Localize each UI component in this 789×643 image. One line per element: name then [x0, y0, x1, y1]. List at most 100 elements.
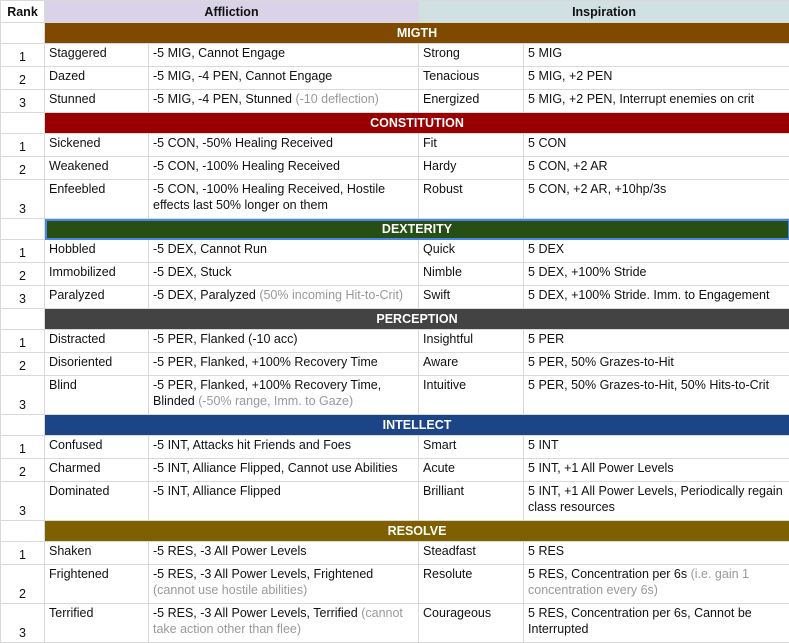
rank-cell[interactable]: 3: [1, 604, 45, 643]
affliction-effect-cell[interactable]: -5 DEX, Stuck: [149, 263, 419, 286]
affliction-name-cell[interactable]: Disoriented: [45, 353, 149, 376]
inspiration-name-cell[interactable]: Fit: [419, 134, 524, 157]
affliction-effect-cell[interactable]: -5 MIG, Cannot Engage: [149, 44, 419, 67]
inspiration-name-cell[interactable]: Nimble: [419, 263, 524, 286]
rank-cell[interactable]: 2: [1, 565, 45, 604]
affliction-name-cell[interactable]: Hobbled: [45, 240, 149, 263]
inspiration-effect-cell[interactable]: 5 PER, 50% Grazes-to-Hit: [524, 353, 789, 376]
inspiration-name-cell[interactable]: Strong: [419, 44, 524, 67]
section-rank-cell[interactable]: [1, 219, 45, 240]
rank-cell[interactable]: 1: [1, 436, 45, 459]
inspiration-header[interactable]: Inspiration: [419, 1, 789, 23]
affliction-name-cell[interactable]: Blind: [45, 376, 149, 415]
inspiration-effect-cell[interactable]: 5 INT: [524, 436, 789, 459]
section-title[interactable]: PERCEPTION: [45, 309, 789, 330]
inspiration-name-cell[interactable]: Smart: [419, 436, 524, 459]
affliction-effect-cell[interactable]: -5 RES, -3 All Power Levels, Terrified (…: [149, 604, 419, 643]
rank-cell[interactable]: 3: [1, 482, 45, 521]
rank-cell[interactable]: 2: [1, 263, 45, 286]
affliction-name-cell[interactable]: Shaken: [45, 542, 149, 565]
affliction-name-cell[interactable]: Paralyzed: [45, 286, 149, 309]
section-title[interactable]: CONSTITUTION: [45, 113, 789, 134]
inspiration-effect-cell[interactable]: 5 DEX, +100% Stride. Imm. to Engagement: [524, 286, 789, 309]
inspiration-name-cell[interactable]: Insightful: [419, 330, 524, 353]
inspiration-effect-cell[interactable]: 5 CON, +2 AR: [524, 157, 789, 180]
inspiration-effect-cell[interactable]: 5 INT, +1 All Power Levels: [524, 459, 789, 482]
rank-cell[interactable]: 2: [1, 459, 45, 482]
rank-cell[interactable]: 2: [1, 67, 45, 90]
affliction-effect-cell[interactable]: -5 MIG, -4 PEN, Cannot Engage: [149, 67, 419, 90]
inspiration-name-cell[interactable]: Energized: [419, 90, 524, 113]
affliction-name-cell[interactable]: Dazed: [45, 67, 149, 90]
affliction-effect-cell[interactable]: -5 PER, Flanked, +100% Recovery Time, Bl…: [149, 376, 419, 415]
inspiration-effect-cell[interactable]: 5 RES, Concentration per 6s (i.e. gain 1…: [524, 565, 789, 604]
inspiration-effect-cell[interactable]: 5 DEX: [524, 240, 789, 263]
inspiration-name-cell[interactable]: Acute: [419, 459, 524, 482]
rank-cell[interactable]: 2: [1, 353, 45, 376]
inspiration-name-cell[interactable]: Aware: [419, 353, 524, 376]
affliction-effect-cell[interactable]: -5 CON, -100% Healing Received, Hostile …: [149, 180, 419, 219]
inspiration-name-cell[interactable]: Tenacious: [419, 67, 524, 90]
rank-cell[interactable]: 3: [1, 180, 45, 219]
inspiration-name-cell[interactable]: Swift: [419, 286, 524, 309]
inspiration-effect-cell[interactable]: 5 PER, 50% Grazes-to-Hit, 50% Hits-to-Cr…: [524, 376, 789, 415]
affliction-effect-cell[interactable]: -5 RES, -3 All Power Levels, Frightened …: [149, 565, 419, 604]
section-rank-cell[interactable]: [1, 309, 45, 330]
affliction-effect-cell[interactable]: -5 DEX, Cannot Run: [149, 240, 419, 263]
inspiration-effect-cell[interactable]: 5 RES, Concentration per 6s, Cannot be I…: [524, 604, 789, 643]
section-rank-cell[interactable]: [1, 415, 45, 436]
affliction-name-cell[interactable]: Charmed: [45, 459, 149, 482]
section-title[interactable]: DEXTERITY: [45, 219, 789, 240]
inspiration-effect-cell[interactable]: 5 INT, +1 All Power Levels, Periodically…: [524, 482, 789, 521]
section-title[interactable]: RESOLVE: [45, 521, 789, 542]
inspiration-name-cell[interactable]: Resolute: [419, 565, 524, 604]
affliction-name-cell[interactable]: Dominated: [45, 482, 149, 521]
affliction-name-cell[interactable]: Enfeebled: [45, 180, 149, 219]
affliction-effect-cell[interactable]: -5 CON, -50% Healing Received: [149, 134, 419, 157]
rank-cell[interactable]: 1: [1, 134, 45, 157]
rank-cell[interactable]: 1: [1, 44, 45, 67]
section-rank-cell[interactable]: [1, 521, 45, 542]
rank-cell[interactable]: 1: [1, 542, 45, 565]
affliction-name-cell[interactable]: Weakened: [45, 157, 149, 180]
affliction-header[interactable]: Affliction: [45, 1, 419, 23]
affliction-effect-cell[interactable]: -5 MIG, -4 PEN, Stunned (-10 deflection): [149, 90, 419, 113]
affliction-name-cell[interactable]: Confused: [45, 436, 149, 459]
affliction-effect-cell[interactable]: -5 INT, Alliance Flipped, Cannot use Abi…: [149, 459, 419, 482]
inspiration-name-cell[interactable]: Quick: [419, 240, 524, 263]
affliction-effect-cell[interactable]: -5 INT, Attacks hit Friends and Foes: [149, 436, 419, 459]
affliction-name-cell[interactable]: Terrified: [45, 604, 149, 643]
affliction-effect-cell[interactable]: -5 DEX, Paralyzed (50% incoming Hit-to-C…: [149, 286, 419, 309]
affliction-effect-cell[interactable]: -5 RES, -3 All Power Levels: [149, 542, 419, 565]
rank-cell[interactable]: 1: [1, 240, 45, 263]
affliction-name-cell[interactable]: Immobilized: [45, 263, 149, 286]
affliction-name-cell[interactable]: Stunned: [45, 90, 149, 113]
inspiration-name-cell[interactable]: Hardy: [419, 157, 524, 180]
inspiration-effect-cell[interactable]: 5 CON: [524, 134, 789, 157]
section-rank-cell[interactable]: [1, 113, 45, 134]
affliction-effect-cell[interactable]: -5 PER, Flanked (-10 acc): [149, 330, 419, 353]
affliction-effect-cell[interactable]: -5 CON, -100% Healing Received: [149, 157, 419, 180]
rank-cell[interactable]: 3: [1, 376, 45, 415]
rank-cell[interactable]: 3: [1, 286, 45, 309]
inspiration-effect-cell[interactable]: 5 MIG, +2 PEN: [524, 67, 789, 90]
rank-cell[interactable]: 1: [1, 330, 45, 353]
affliction-name-cell[interactable]: Frightened: [45, 565, 149, 604]
section-title[interactable]: MIGTH: [45, 23, 789, 44]
inspiration-effect-cell[interactable]: 5 DEX, +100% Stride: [524, 263, 789, 286]
inspiration-name-cell[interactable]: Robust: [419, 180, 524, 219]
inspiration-name-cell[interactable]: Courageous: [419, 604, 524, 643]
inspiration-effect-cell[interactable]: 5 PER: [524, 330, 789, 353]
inspiration-effect-cell[interactable]: 5 RES: [524, 542, 789, 565]
rank-cell[interactable]: 3: [1, 90, 45, 113]
rank-header[interactable]: Rank: [1, 1, 45, 23]
affliction-effect-cell[interactable]: -5 PER, Flanked, +100% Recovery Time: [149, 353, 419, 376]
affliction-name-cell[interactable]: Sickened: [45, 134, 149, 157]
affliction-name-cell[interactable]: Distracted: [45, 330, 149, 353]
inspiration-effect-cell[interactable]: 5 MIG, +2 PEN, Interrupt enemies on crit: [524, 90, 789, 113]
rank-cell[interactable]: 2: [1, 157, 45, 180]
affliction-name-cell[interactable]: Staggered: [45, 44, 149, 67]
inspiration-name-cell[interactable]: Brilliant: [419, 482, 524, 521]
section-title[interactable]: INTELLECT: [45, 415, 789, 436]
inspiration-name-cell[interactable]: Steadfast: [419, 542, 524, 565]
